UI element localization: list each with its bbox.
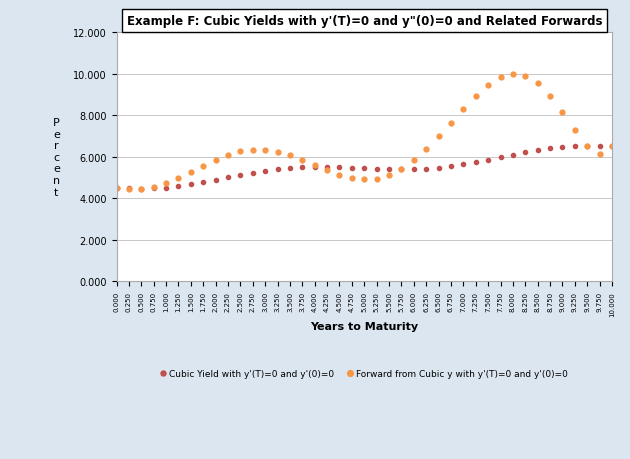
Forward from Cubic y with y'(T)=0 and y'(0)=0 [323,168,331,174]
Cubic Yield with y'(T)=0 and y'(0)=0 [472,160,479,166]
Cubic Yield with y'(T)=0 and y'(0)=0 [137,186,145,192]
Forward from Cubic y with y'(T)=0 and y'(0)=0 [187,170,195,175]
Forward from Cubic y with y'(T)=0 and y'(0)=0 [386,173,393,179]
Cubic Yield with y'(T)=0 and y'(0)=0 [224,175,232,180]
Cubic Yield with y'(T)=0 and y'(0)=0 [125,186,133,192]
Cubic Yield with y'(T)=0 and y'(0)=0 [336,165,343,171]
Forward from Cubic y with y'(T)=0 and y'(0)=0 [336,173,343,178]
Forward from Cubic y with y'(T)=0 and y'(0)=0 [496,75,504,81]
Cubic Yield with y'(T)=0 and y'(0)=0 [559,145,566,151]
Forward from Cubic y with y'(T)=0 and y'(0)=0 [237,149,244,155]
Forward from Cubic y with y'(T)=0 and y'(0)=0 [484,83,492,88]
Cubic Yield with y'(T)=0 and y'(0)=0 [522,150,529,156]
Cubic Yield with y'(T)=0 and y'(0)=0 [163,185,170,191]
Cubic Yield with y'(T)=0 and y'(0)=0 [484,158,492,163]
Forward from Cubic y with y'(T)=0 and y'(0)=0 [398,167,405,173]
Forward from Cubic y with y'(T)=0 and y'(0)=0 [459,106,467,112]
Cubic Yield with y'(T)=0 and y'(0)=0 [323,165,331,170]
Forward from Cubic y with y'(T)=0 and y'(0)=0 [360,177,368,183]
Cubic Yield with y'(T)=0 and y'(0)=0 [261,168,269,174]
Cubic Yield with y'(T)=0 and y'(0)=0 [496,155,504,161]
Line: Cubic Yield with y'(T)=0 and y'(0)=0: Cubic Yield with y'(T)=0 and y'(0)=0 [115,145,614,191]
Cubic Yield with y'(T)=0 and y'(0)=0 [398,167,405,173]
Cubic Yield with y'(T)=0 and y'(0)=0 [311,165,319,170]
Forward from Cubic y with y'(T)=0 and y'(0)=0 [299,158,306,163]
Cubic Yield with y'(T)=0 and y'(0)=0 [459,162,467,168]
Forward from Cubic y with y'(T)=0 and y'(0)=0 [150,185,158,190]
Cubic Yield with y'(T)=0 and y'(0)=0 [447,164,455,169]
Forward from Cubic y with y'(T)=0 and y'(0)=0 [286,153,294,159]
Forward from Cubic y with y'(T)=0 and y'(0)=0 [137,187,145,192]
Forward from Cubic y with y'(T)=0 and y'(0)=0 [522,74,529,79]
Cubic Yield with y'(T)=0 and y'(0)=0 [360,166,368,172]
Legend: Cubic Yield with y'(T)=0 and y'(0)=0, Forward from Cubic y with y'(T)=0 and y'(0: Cubic Yield with y'(T)=0 and y'(0)=0, Fo… [158,365,571,381]
Cubic Yield with y'(T)=0 and y'(0)=0 [410,167,418,173]
Forward from Cubic y with y'(T)=0 and y'(0)=0 [311,163,319,168]
Forward from Cubic y with y'(T)=0 and y'(0)=0 [447,121,455,126]
Forward from Cubic y with y'(T)=0 and y'(0)=0 [472,94,479,99]
Cubic Yield with y'(T)=0 and y'(0)=0 [113,185,120,191]
Forward from Cubic y with y'(T)=0 and y'(0)=0 [274,150,282,155]
Cubic Yield with y'(T)=0 and y'(0)=0 [571,144,578,150]
Forward from Cubic y with y'(T)=0 and y'(0)=0 [583,144,591,149]
Forward from Cubic y with y'(T)=0 and y'(0)=0 [571,128,578,134]
Cubic Yield with y'(T)=0 and y'(0)=0 [286,166,294,171]
Cubic Yield with y'(T)=0 and y'(0)=0 [212,178,219,183]
Cubic Yield with y'(T)=0 and y'(0)=0 [534,148,541,153]
Cubic Yield with y'(T)=0 and y'(0)=0 [299,165,306,171]
Forward from Cubic y with y'(T)=0 and y'(0)=0 [249,147,256,153]
Forward from Cubic y with y'(T)=0 and y'(0)=0 [224,153,232,158]
Cubic Yield with y'(T)=0 and y'(0)=0 [373,167,381,172]
Cubic Yield with y'(T)=0 and y'(0)=0 [348,166,356,171]
Cubic Yield with y'(T)=0 and y'(0)=0 [608,145,616,150]
Forward from Cubic y with y'(T)=0 and y'(0)=0 [559,110,566,116]
Forward from Cubic y with y'(T)=0 and y'(0)=0 [608,145,616,150]
Y-axis label: P
e
r
c
e
n
t: P e r c e n t [53,118,60,197]
Forward from Cubic y with y'(T)=0 and y'(0)=0 [509,72,517,78]
Forward from Cubic y with y'(T)=0 and y'(0)=0 [163,181,170,187]
Forward from Cubic y with y'(T)=0 and y'(0)=0 [261,148,269,153]
Forward from Cubic y with y'(T)=0 and y'(0)=0 [373,176,381,182]
Cubic Yield with y'(T)=0 and y'(0)=0 [435,166,442,171]
Cubic Yield with y'(T)=0 and y'(0)=0 [546,146,554,152]
Cubic Yield with y'(T)=0 and y'(0)=0 [509,152,517,158]
Forward from Cubic y with y'(T)=0 and y'(0)=0 [200,163,207,169]
Cubic Yield with y'(T)=0 and y'(0)=0 [150,186,158,192]
Title: Example F: Cubic Yields with y'(T)=0 and y"(0)=0 and Related Forwards: Example F: Cubic Yields with y'(T)=0 and… [127,15,602,28]
Forward from Cubic y with y'(T)=0 and y'(0)=0 [435,134,442,140]
Line: Forward from Cubic y with y'(T)=0 and y'(0)=0: Forward from Cubic y with y'(T)=0 and y'… [114,72,614,192]
Forward from Cubic y with y'(T)=0 and y'(0)=0 [422,147,430,153]
Forward from Cubic y with y'(T)=0 and y'(0)=0 [175,176,182,181]
Cubic Yield with y'(T)=0 and y'(0)=0 [583,144,591,150]
Forward from Cubic y with y'(T)=0 and y'(0)=0 [348,176,356,181]
Cubic Yield with y'(T)=0 and y'(0)=0 [237,173,244,178]
Forward from Cubic y with y'(T)=0 and y'(0)=0 [410,158,418,164]
Cubic Yield with y'(T)=0 and y'(0)=0 [200,180,207,185]
Cubic Yield with y'(T)=0 and y'(0)=0 [249,170,256,176]
Forward from Cubic y with y'(T)=0 and y'(0)=0 [125,187,133,192]
Cubic Yield with y'(T)=0 and y'(0)=0 [274,167,282,173]
X-axis label: Years to Maturity: Years to Maturity [310,322,418,332]
Cubic Yield with y'(T)=0 and y'(0)=0 [187,182,195,188]
Forward from Cubic y with y'(T)=0 and y'(0)=0 [212,157,219,163]
Cubic Yield with y'(T)=0 and y'(0)=0 [422,167,430,172]
Cubic Yield with y'(T)=0 and y'(0)=0 [175,184,182,190]
Forward from Cubic y with y'(T)=0 and y'(0)=0 [546,94,554,99]
Cubic Yield with y'(T)=0 and y'(0)=0 [596,144,604,150]
Forward from Cubic y with y'(T)=0 and y'(0)=0 [113,185,120,191]
Cubic Yield with y'(T)=0 and y'(0)=0 [386,167,393,173]
Forward from Cubic y with y'(T)=0 and y'(0)=0 [596,152,604,157]
Forward from Cubic y with y'(T)=0 and y'(0)=0 [534,81,541,87]
